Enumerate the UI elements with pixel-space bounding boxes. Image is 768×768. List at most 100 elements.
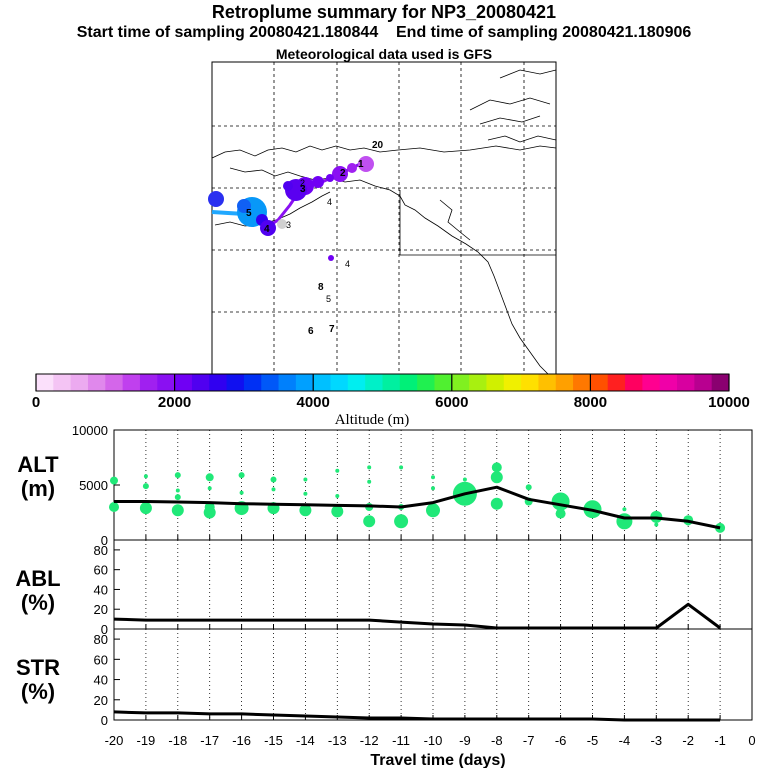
map-label-8: 8: [318, 282, 324, 293]
altitude-colorbar: 0 2000 4000 6000 8000 10000 Altitude (m): [32, 373, 750, 428]
map-label-2: 2: [340, 168, 346, 179]
colorbar-tick-label-8000: 8000: [574, 394, 607, 411]
colorbar-title: Altitude (m): [335, 412, 410, 428]
xtick-label--6: -6: [555, 733, 567, 748]
colorbar-tick-label-2000: 2000: [158, 394, 191, 411]
xtick-label--18: -18: [168, 733, 187, 748]
altitude-point-35: [462, 477, 467, 482]
colorbar-tick-label-10000: 10000: [708, 394, 750, 411]
xtick-label--13: -13: [328, 733, 347, 748]
altitude-panel: 0 5000 10000 ALT(m): [17, 423, 753, 548]
colorbar-swatch-5: [122, 374, 141, 391]
altitude-ylabel-line2: (m): [21, 476, 55, 501]
colorbar-swatch-13: [261, 374, 280, 391]
abl-line: [113, 602, 721, 630]
colorbar-swatch-16: [313, 374, 332, 391]
trajectory-plumes: [208, 156, 374, 261]
altitude-point-28: [363, 515, 376, 528]
colorbar-swatch-39: [711, 374, 730, 391]
xtick-label--5: -5: [587, 733, 599, 748]
end-time-label: End time of sampling 20080421.180906: [396, 24, 692, 41]
map-label-20: 20: [372, 140, 384, 151]
str-ylabel-line1: STR: [16, 655, 60, 680]
altitude-point-29: [399, 465, 404, 470]
trajectory-plume-3: [326, 174, 334, 182]
colorbar-swatch-31: [573, 374, 591, 391]
altitude-point-14: [239, 490, 244, 495]
colorbar-swatch-15: [295, 374, 314, 391]
altitude-point-43: [555, 508, 566, 519]
colorbar-swatch-17: [330, 374, 349, 391]
str-ytick-label-0: 0: [101, 713, 108, 728]
altitude-ytick-label-5000: 5000: [79, 478, 108, 493]
colorbar-swatch-9: [191, 374, 210, 391]
abl-ytick-label-40: 40: [94, 582, 108, 597]
altitude-point-40: [525, 484, 532, 491]
abl-ylabel-line1: ABL: [15, 566, 60, 591]
colorbar-swatch-29: [538, 374, 557, 391]
colorbar-swatch-27: [503, 374, 522, 391]
xtick-label--1: -1: [714, 733, 726, 748]
map-label-extra-2: 3: [286, 220, 291, 230]
altitude-point-25: [367, 465, 372, 470]
trajectory-plume-1: [347, 163, 357, 173]
map-graticule: [212, 62, 556, 374]
colorbar-swatch-36: [659, 374, 678, 391]
altitude-line: [114, 485, 721, 530]
altitude-point-0: [110, 476, 118, 485]
xtick-label--7: -7: [523, 733, 535, 748]
xtick-label--16: -16: [232, 733, 251, 748]
colorbar-swatch-25: [469, 374, 487, 391]
altitude-point-10: [207, 486, 212, 491]
altitude-point-32: [431, 475, 435, 480]
colorbar-swatch-26: [486, 374, 505, 391]
colorbar-swatch-35: [642, 374, 661, 391]
xtick-label--17: -17: [200, 733, 219, 748]
str-line: [113, 710, 721, 722]
altitude-point-33: [431, 486, 435, 491]
abl-ytick-label-80: 80: [94, 543, 108, 558]
colorbar-swatch-30: [555, 374, 574, 391]
str-ylabel-line2: (%): [21, 679, 55, 704]
colorbar-swatch-8: [174, 374, 193, 391]
altitude-point-13: [238, 472, 245, 479]
map-label-6: 6: [308, 326, 314, 337]
colorbar-swatch-0: [36, 374, 54, 391]
xtick-label--15: -15: [264, 733, 283, 748]
altitude-point-49: [654, 522, 659, 527]
trajectory-plume-10: [237, 199, 251, 213]
map-frame: [211, 61, 557, 375]
trajectory-plume-8: [208, 191, 224, 207]
map-label-extra-1: 5: [326, 294, 331, 304]
altitude-point-37: [491, 462, 502, 473]
colorbar-swatch-37: [677, 374, 695, 391]
xtick-label-0: 0: [748, 733, 755, 748]
colorbar-swatch-24: [451, 374, 470, 391]
xtick-label--11: -11: [392, 733, 410, 748]
altitude-point-7: [174, 494, 181, 501]
colorbar-swatch-7: [157, 374, 176, 391]
colorbar-swatch-18: [347, 374, 366, 391]
sampling-times: Start time of sampling 20080421.180844 E…: [0, 24, 768, 42]
colorbar-swatch-28: [521, 374, 539, 391]
altitude-point-16: [270, 476, 277, 483]
xtick-label--12: -12: [360, 733, 379, 748]
abl-ytick-label-60: 60: [94, 563, 108, 578]
altitude-point-20: [303, 491, 308, 496]
altitude-point-42: [551, 492, 570, 511]
colorbar-swatch-3: [87, 374, 106, 391]
map-label-extra-4: 2: [300, 178, 305, 188]
abl-ytick-label-0: 0: [101, 622, 108, 637]
colorbar-swatch-1: [53, 374, 72, 391]
colorbar-swatch-14: [278, 374, 297, 391]
colorbar-swatch-2: [70, 374, 89, 391]
map-label-4: 4: [264, 224, 270, 235]
trajectory-plume-12: [260, 220, 276, 236]
xtick-label--2: -2: [682, 733, 694, 748]
trajectory-plume-0: [358, 156, 374, 172]
str-frame: [113, 628, 753, 721]
colorbar-tick-label-6000: 6000: [435, 394, 468, 411]
